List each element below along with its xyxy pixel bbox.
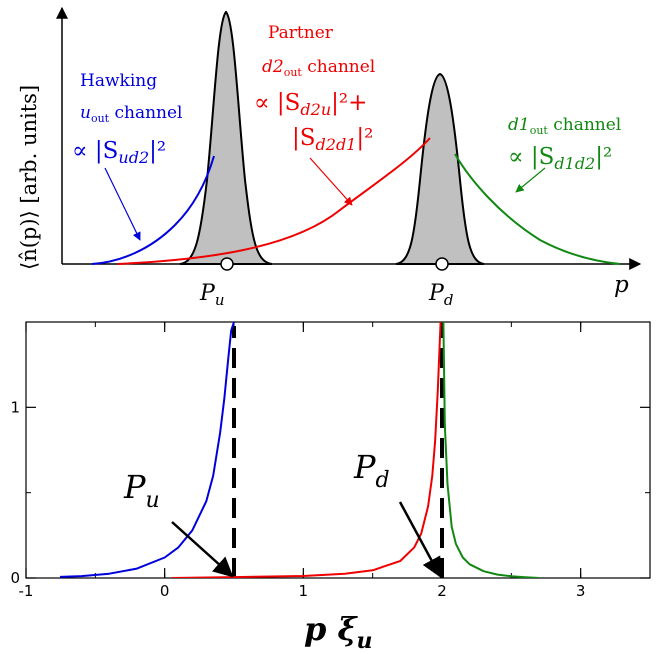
svg-text:∝ |Sd2u|²+: ∝ |Sd2u|²+: [254, 90, 367, 119]
svg-text:uout channel: uout channel: [80, 103, 183, 125]
svg-text:∝ |Sd1d2|²: ∝ |Sd1d2|²: [508, 144, 612, 173]
d1-arrow: [515, 167, 546, 193]
y-tick-label-1: 1: [10, 398, 20, 416]
series-line-2: [442, 322, 540, 578]
x-tick-label-2: 1: [299, 582, 309, 600]
d1-annotation: d1out channel ∝ |Sd1d2|²: [508, 115, 621, 173]
hawking-annotation: Hawking uout channel ∝ |Sud2|²: [72, 71, 183, 167]
svg-text:d2out channel: d2out channel: [262, 57, 375, 79]
top-ylabel: ⟨n̂(p)⟩ [arb. units]: [17, 85, 41, 270]
partner-arrow: [309, 157, 353, 206]
pu-label: Pu: [199, 281, 224, 309]
top-xlabel: p: [614, 272, 629, 298]
svg-text:∝ |Sud2|²: ∝ |Sud2|²: [72, 138, 166, 167]
series-group: [60, 322, 540, 578]
hawking-arrow: [104, 167, 141, 241]
x-tick-label-4: 3: [576, 582, 586, 600]
annotation-group: Pu Pd: [123, 448, 442, 578]
pd-label: Pd: [428, 281, 453, 309]
x-tick-label-0: -1: [19, 582, 34, 600]
pd-marker: [435, 257, 449, 271]
tick-group: -1 0 1 2 301: [10, 322, 651, 600]
peak-pd: [395, 72, 485, 265]
annotation-arrow-1: [398, 501, 442, 578]
hawking-curve: [91, 155, 215, 265]
plot-frame: [25, 321, 651, 579]
series-line-1: [171, 322, 442, 578]
peak-pu: [179, 10, 273, 265]
annotation-label-1: Pd: [353, 448, 390, 493]
svg-text:Partner: Partner: [268, 23, 334, 43]
top-panel: ⟨n̂(p)⟩ [arb. units] p Pu Pd Hawking uou…: [17, 6, 642, 309]
partner-annotation: Partner d2out channel ∝ |Sd2u|²+ |Sd2d1|…: [254, 23, 375, 154]
svg-text:Hawking: Hawking: [80, 71, 157, 91]
d1-curve: [454, 153, 621, 265]
svg-text:|Sd2d1|²: |Sd2d1|²: [292, 125, 373, 154]
x-tick-label-3: 2: [437, 582, 447, 600]
y-tick-label-0: 0: [10, 569, 20, 587]
vline-group: [232, 326, 444, 578]
annotation-label-0: Pu: [123, 468, 160, 513]
partner-curve: [117, 137, 431, 265]
pu-marker: [220, 257, 234, 271]
bottom-xlabel: p ξu: [304, 610, 372, 654]
x-tick-label-1: 0: [160, 582, 170, 600]
series-line-0: [60, 322, 235, 578]
annotation-arrow-0: [171, 521, 234, 578]
svg-text:d1out channel: d1out channel: [508, 115, 621, 137]
